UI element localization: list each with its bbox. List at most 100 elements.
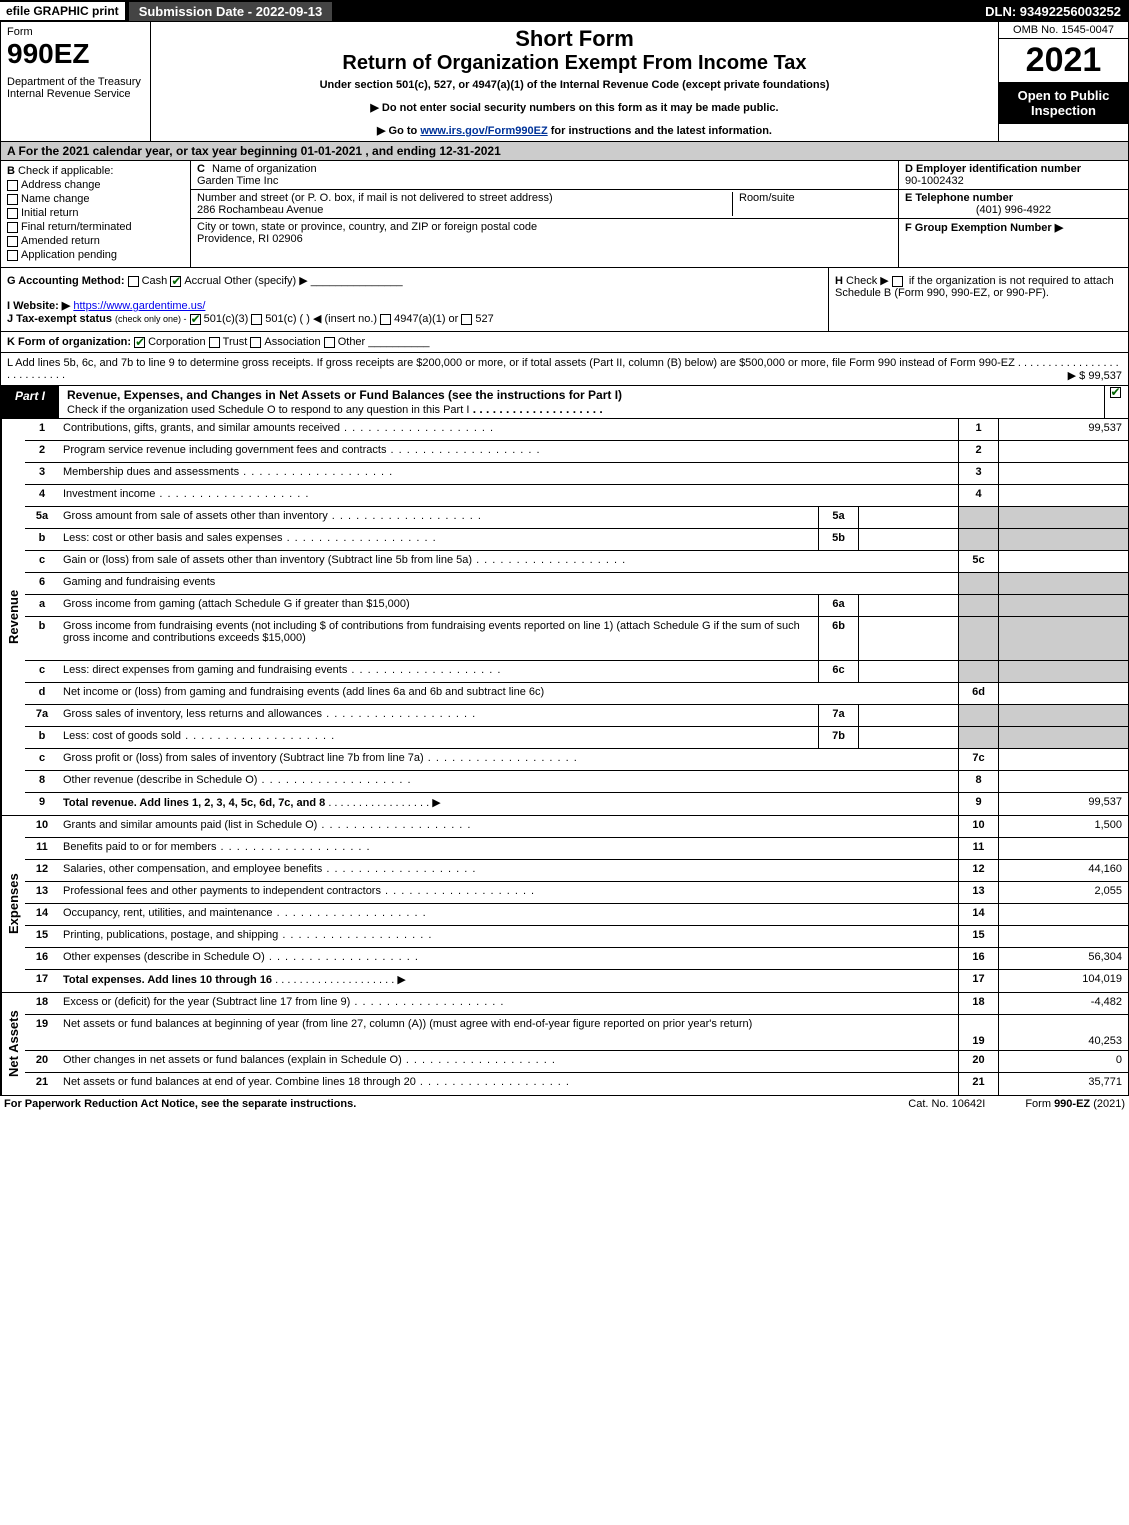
part-1-header: Part I Revenue, Expenses, and Changes in… <box>0 386 1129 419</box>
line-14: 14Occupancy, rent, utilities, and mainte… <box>25 904 1128 926</box>
line-20: 20Other changes in net assets or fund ba… <box>25 1051 1128 1073</box>
checkbox-icon[interactable] <box>7 236 18 247</box>
form-ref: Form 990-EZ (2021) <box>1025 1098 1125 1110</box>
ein-value: 90-1002432 <box>905 175 964 187</box>
checkbox-icon[interactable] <box>380 314 391 325</box>
revenue-label: Revenue <box>1 419 25 815</box>
line-21: 21Net assets or fund balances at end of … <box>25 1073 1128 1095</box>
group-exemption-row: F Group Exemption Number ▶ <box>899 219 1128 236</box>
city-label: City or town, state or province, country… <box>197 221 537 233</box>
inspection-badge: Open to Public Inspection <box>999 82 1128 124</box>
room-suite: Room/suite <box>732 192 892 216</box>
h-schedule-b: H Check ▶ if the organization is not req… <box>828 268 1128 331</box>
checkbox-icon[interactable] <box>134 337 145 348</box>
form-number: 990EZ <box>7 38 144 70</box>
street-val: 286 Rochambeau Avenue <box>197 204 323 216</box>
checkbox-icon[interactable] <box>209 337 220 348</box>
expenses-label: Expenses <box>1 816 25 992</box>
checkbox-icon[interactable] <box>7 208 18 219</box>
checkbox-icon[interactable] <box>7 250 18 261</box>
line-7b: bLess: cost of goods sold7b <box>25 727 1128 749</box>
line-3: 3Membership dues and assessments3 <box>25 463 1128 485</box>
line-7c: cGross profit or (loss) from sales of in… <box>25 749 1128 771</box>
line-4: 4Investment income4 <box>25 485 1128 507</box>
line-11: 11Benefits paid to or for members11 <box>25 838 1128 860</box>
phone-row: E Telephone number (401) 996-4922 <box>899 190 1128 219</box>
section-b-checks: B Check if applicable: Address change Na… <box>1 161 191 267</box>
line-2: 2Program service revenue including gover… <box>25 441 1128 463</box>
gh-block: G Accounting Method: Cash Accrual Other … <box>0 268 1129 332</box>
checkbox-icon[interactable] <box>7 222 18 233</box>
note-link-post: for instructions and the latest informat… <box>548 125 772 137</box>
form-label: Form <box>7 26 144 38</box>
line-13: 13Professional fees and other payments t… <box>25 882 1128 904</box>
entity-block: B Check if applicable: Address change Na… <box>0 161 1129 268</box>
checkbox-icon[interactable] <box>1110 387 1121 398</box>
entity-right: D Employer identification number 90-1002… <box>898 161 1128 267</box>
checkbox-icon[interactable] <box>324 337 335 348</box>
chk-amended: Amended return <box>7 235 184 247</box>
line-5a: 5aGross amount from sale of assets other… <box>25 507 1128 529</box>
j-label: J Tax-exempt status <box>7 313 112 325</box>
section-a: A For the 2021 calendar year, or tax yea… <box>0 142 1129 161</box>
form-header: Form 990EZ Department of the Treasury In… <box>0 22 1129 142</box>
c-label: C <box>197 163 205 175</box>
b-text: Check if applicable: <box>18 165 113 177</box>
l-text: L Add lines 5b, 6c, and 7b to line 9 to … <box>7 357 1015 369</box>
line-9: 9Total revenue. Add lines 1, 2, 3, 4, 5c… <box>25 793 1128 815</box>
g-accounting: G Accounting Method: Cash Accrual Other … <box>1 268 828 331</box>
chk-pending: Application pending <box>7 249 184 261</box>
checkbox-icon[interactable] <box>190 314 201 325</box>
checkbox-icon[interactable] <box>251 314 262 325</box>
line-6a: aGross income from gaming (attach Schedu… <box>25 595 1128 617</box>
note-ssn: ▶ Do not enter social security numbers o… <box>159 101 990 114</box>
l-row: L Add lines 5b, 6c, and 7b to line 9 to … <box>0 353 1129 386</box>
note-link: ▶ Go to www.irs.gov/Form990EZ for instru… <box>159 124 990 137</box>
k-row: K Form of organization: Corporation Trus… <box>0 332 1129 353</box>
dln-number: DLN: 93492256003252 <box>977 2 1129 21</box>
line-6c: cLess: direct expenses from gaming and f… <box>25 661 1128 683</box>
header-right: OMB No. 1545-0047 2021 Open to Public In… <box>998 22 1128 141</box>
line-5b: bLess: cost or other basis and sales exp… <box>25 529 1128 551</box>
phone-value: (401) 996-4922 <box>905 204 1122 216</box>
checkbox-icon[interactable] <box>892 276 903 287</box>
f-label: F Group Exemption Number ▶ <box>905 222 1063 234</box>
schedule-o-check <box>1104 386 1128 418</box>
checkbox-icon[interactable] <box>128 276 139 287</box>
header-center: Short Form Return of Organization Exempt… <box>151 22 998 141</box>
revenue-section: Revenue 1Contributions, gifts, grants, a… <box>0 419 1129 816</box>
net-assets-lines: 18Excess or (deficit) for the year (Subt… <box>25 993 1128 1095</box>
line-5c: cGain or (loss) from sale of assets othe… <box>25 551 1128 573</box>
org-name: Garden Time Inc <box>197 175 278 187</box>
checkbox-icon[interactable] <box>461 314 472 325</box>
subtitle: Under section 501(c), 527, or 4947(a)(1)… <box>159 79 990 91</box>
g-label: G Accounting Method: <box>7 275 125 287</box>
line-6b: bGross income from fundraising events (n… <box>25 617 1128 661</box>
city-val: Providence, RI 02906 <box>197 233 303 245</box>
checkbox-icon[interactable] <box>250 337 261 348</box>
omb-number: OMB No. 1545-0047 <box>999 22 1128 39</box>
c-text: Name of organization <box>212 163 317 175</box>
checkbox-icon[interactable] <box>170 276 181 287</box>
net-assets-section: Net Assets 18Excess or (deficit) for the… <box>0 993 1129 1096</box>
k-label: K Form of organization: <box>7 336 131 348</box>
line-10: 10Grants and similar amounts paid (list … <box>25 816 1128 838</box>
chk-final: Final return/terminated <box>7 221 184 233</box>
website-link[interactable]: https://www.gardentime.us/ <box>73 300 205 312</box>
paperwork-notice: For Paperwork Reduction Act Notice, see … <box>4 1098 356 1110</box>
checkbox-icon[interactable] <box>7 180 18 191</box>
line-12: 12Salaries, other compensation, and empl… <box>25 860 1128 882</box>
chk-initial: Initial return <box>7 207 184 219</box>
page-footer: For Paperwork Reduction Act Notice, see … <box>0 1096 1129 1112</box>
d-label: D Employer identification number <box>905 163 1081 175</box>
chk-name: Name change <box>7 193 184 205</box>
part-desc: Revenue, Expenses, and Changes in Net As… <box>59 386 1104 418</box>
irs-link[interactable]: www.irs.gov/Form990EZ <box>420 125 547 137</box>
ein-row: D Employer identification number 90-1002… <box>899 161 1128 190</box>
expenses-section: Expenses 10Grants and similar amounts pa… <box>0 816 1129 993</box>
catalog-number: Cat. No. 10642I <box>908 1098 985 1110</box>
e-label: E Telephone number <box>905 192 1013 204</box>
checkbox-icon[interactable] <box>7 194 18 205</box>
line-7a: 7aGross sales of inventory, less returns… <box>25 705 1128 727</box>
line-6: 6Gaming and fundraising events <box>25 573 1128 595</box>
